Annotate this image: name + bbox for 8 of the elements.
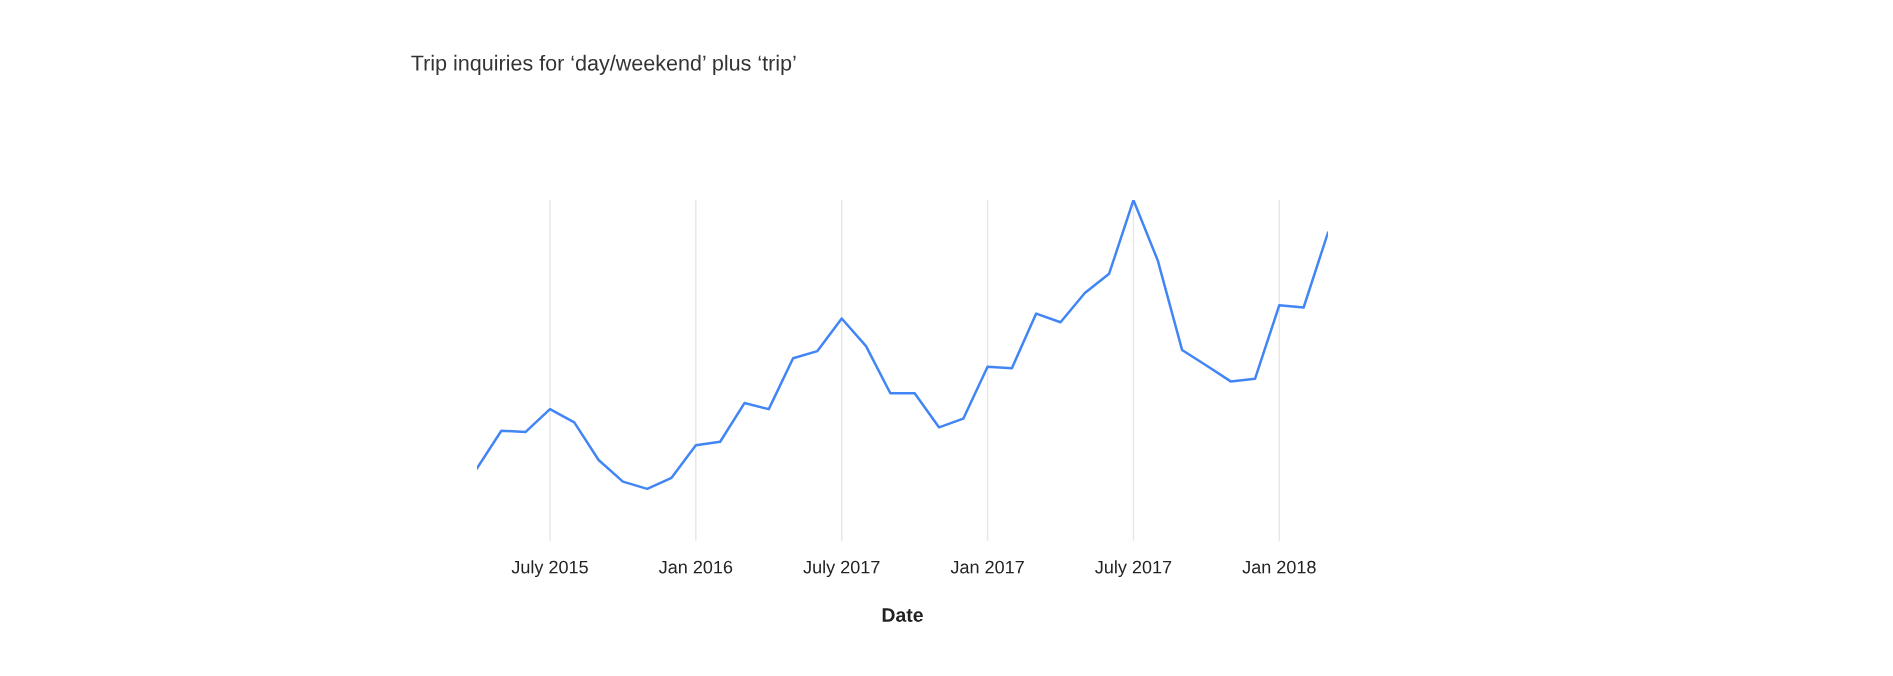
x-axis-title: Date (882, 608, 923, 622)
x-tick-label: Jan 2016 (658, 560, 733, 574)
x-tick-label: July 2017 (803, 560, 880, 578)
x-tick-label: Jan 2018 (1242, 560, 1316, 574)
x-tick-label: July 2015 (511, 560, 588, 578)
x-tick-label: July 2017 (1095, 560, 1172, 578)
chart-title: Trip inquiries for ‘day/weekend’ plus ‘trip’ (411, 54, 796, 75)
x-tick-label: Jan 2017 (950, 560, 1024, 574)
